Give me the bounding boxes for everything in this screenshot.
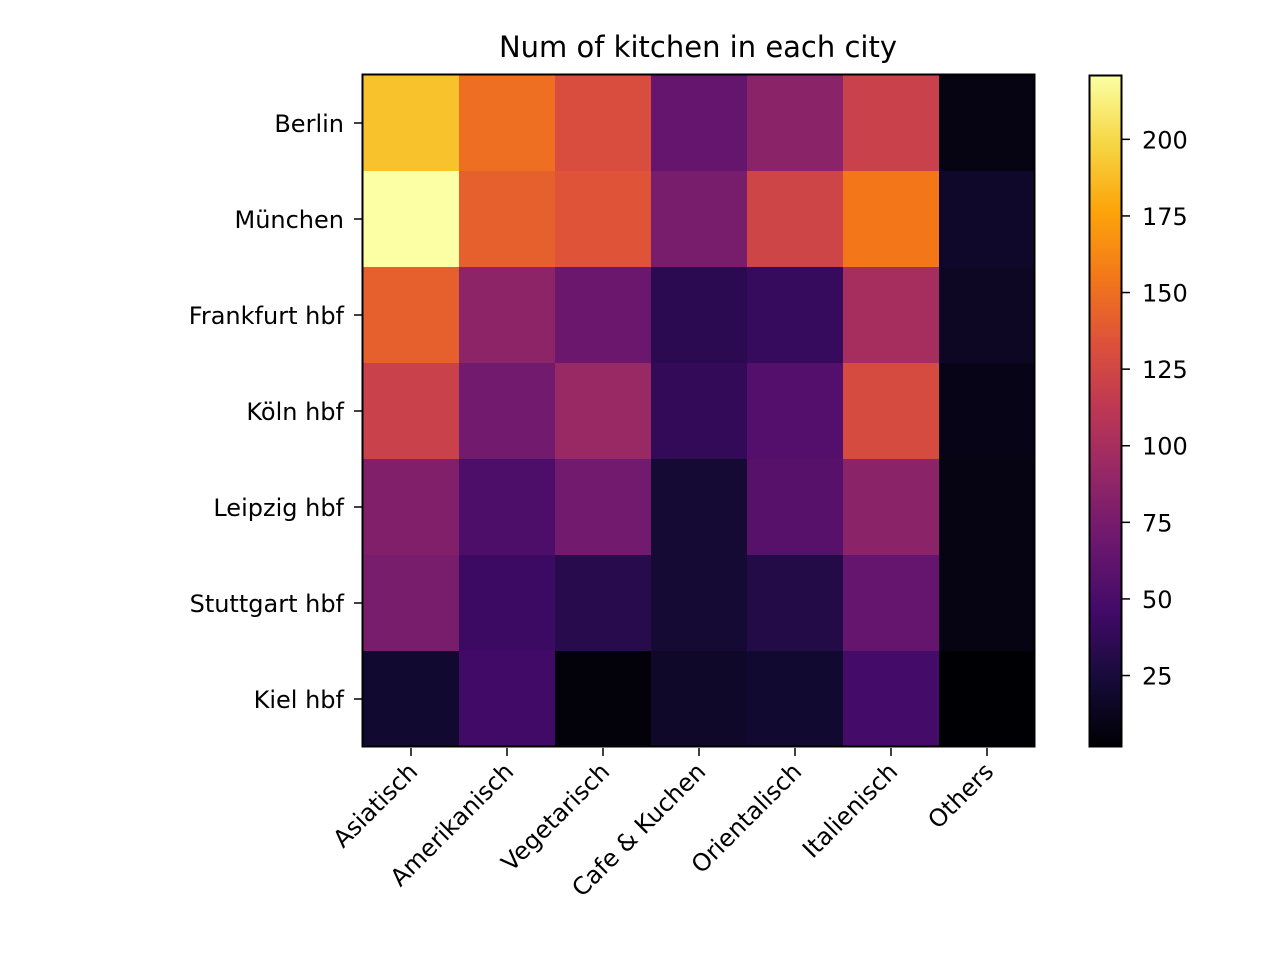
heatmap-cell-r1-c1 [459, 171, 556, 268]
heatmap-cell-r1-c5 [843, 171, 940, 268]
heatmap-cell-r0-c1 [459, 75, 556, 172]
heatmap-cell-r5-c3 [651, 555, 748, 652]
x-tick-label: Italienisch [797, 757, 903, 863]
heatmap-cell-r5-c5 [843, 555, 940, 652]
y-tick-label: Köln hbf [246, 398, 344, 426]
chart-title: Num of kitchen in each city [499, 30, 897, 64]
y-tick-label: Berlin [274, 110, 344, 138]
heatmap-cell-r2-c5 [843, 267, 940, 364]
heatmap-cell-r3-c3 [651, 363, 748, 460]
heatmap-cell-r6-c0 [363, 651, 460, 748]
heatmap-cell-r4-c6 [939, 459, 1036, 556]
heatmap-cell-r1-c6 [939, 171, 1036, 268]
heatmap-cell-r4-c1 [459, 459, 556, 556]
x-tick-label: Others [922, 757, 999, 834]
heatmap-cell-r0-c3 [651, 75, 748, 172]
heatmap-cell-r2-c1 [459, 267, 556, 364]
heatmap-cell-r5-c4 [747, 555, 844, 652]
heatmap-cell-r6-c5 [843, 651, 940, 748]
heatmap-cell-r4-c0 [363, 459, 460, 556]
x-tick-label: Asiatisch [328, 757, 424, 853]
colorbar-tick-label: 150 [1142, 280, 1188, 308]
heatmap-cell-r2-c4 [747, 267, 844, 364]
y-tick-label: Frankfurt hbf [189, 302, 345, 330]
colorbar-tick-label: 175 [1142, 203, 1188, 231]
heatmap-cell-r3-c0 [363, 363, 460, 460]
heatmap-cell-r1-c4 [747, 171, 844, 268]
heatmap-cell-r2-c6 [939, 267, 1036, 364]
heatmap-cell-r5-c0 [363, 555, 460, 652]
heatmap-cell-r2-c3 [651, 267, 748, 364]
colorbar-gradient [1089, 75, 1121, 746]
colorbar-tick-label: 75 [1142, 509, 1173, 537]
y-tick-label: Leipzig hbf [213, 494, 344, 522]
heatmap-cell-r0-c2 [555, 75, 652, 172]
heatmap-cell-r1-c2 [555, 171, 652, 268]
y-tick-label: München [234, 206, 344, 234]
heatmap-cell-r6-c2 [555, 651, 652, 748]
heatmap-cell-r3-c5 [843, 363, 940, 460]
colorbar-tick-label: 100 [1142, 433, 1188, 461]
heatmap-cell-r4-c2 [555, 459, 652, 556]
heatmap-cell-r0-c0 [363, 75, 460, 172]
heatmap-cell-r4-c3 [651, 459, 748, 556]
heatmap-cell-r5-c6 [939, 555, 1036, 652]
heatmap-cell-r6-c6 [939, 651, 1036, 748]
heatmap-cell-r1-c0 [363, 171, 460, 268]
y-tick-label: Kiel hbf [254, 686, 345, 714]
heatmap-cell-r6-c1 [459, 651, 556, 748]
heatmap-cell-r0-c4 [747, 75, 844, 172]
heatmap-cell-r2-c0 [363, 267, 460, 364]
heatmap-cell-r3-c6 [939, 363, 1036, 460]
colorbar-tick-label: 125 [1142, 356, 1188, 384]
colorbar-frame [1088, 74, 1123, 748]
heatmap-cell-r6-c4 [747, 651, 844, 748]
heatmap-cell-r3-c4 [747, 363, 844, 460]
y-tick-label: Stuttgart hbf [190, 590, 345, 618]
heatmap-cell-r5-c2 [555, 555, 652, 652]
heatmap-cell-r0-c5 [843, 75, 940, 172]
heatmap-cell-r3-c2 [555, 363, 652, 460]
colorbar-tick-label: 50 [1142, 586, 1173, 614]
heatmap-cell-r4-c4 [747, 459, 844, 556]
heatmap-cell-r5-c1 [459, 555, 556, 652]
heatmap-cell-r2-c2 [555, 267, 652, 364]
heatmap-cell-r4-c5 [843, 459, 940, 556]
colorbar-tick-label: 200 [1142, 126, 1188, 154]
colorbar-tick-label: 25 [1142, 663, 1173, 691]
plot-frame [361, 73, 1036, 748]
heatmap-cell-r0-c6 [939, 75, 1036, 172]
heatmap-cell-r6-c3 [651, 651, 748, 748]
heatmap-cell-r3-c1 [459, 363, 556, 460]
heatmap-cell-r1-c3 [651, 171, 748, 268]
